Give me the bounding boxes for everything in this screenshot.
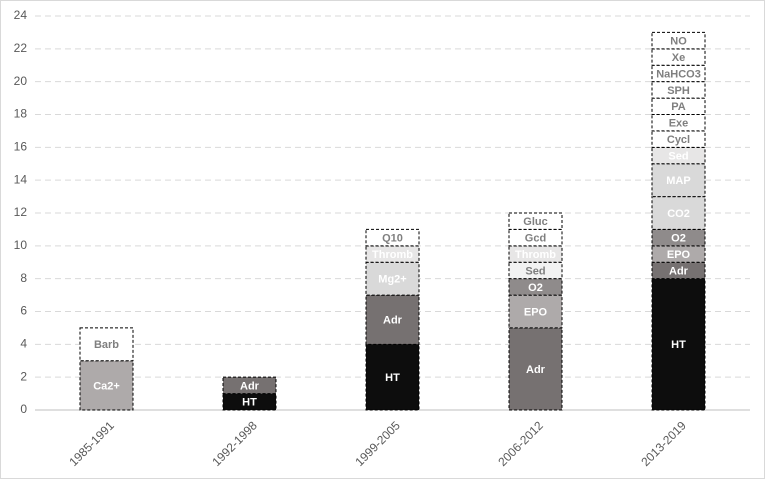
segment-label: MAP [666, 175, 690, 187]
bar-segment [222, 376, 277, 395]
y-tick-label: 6 [20, 304, 27, 318]
y-tick-label: 4 [20, 337, 27, 351]
y-tick-label: 0 [20, 402, 27, 416]
segment-label: Thromb [515, 249, 556, 261]
segment-label: O2 [671, 233, 686, 245]
segment-label: NO [670, 36, 687, 48]
segment-label: Adr [240, 380, 260, 392]
y-tick-label: 24 [14, 8, 28, 22]
y-tick-label: 8 [20, 271, 27, 285]
bar-segment [79, 360, 134, 411]
segment-label: HT [671, 339, 686, 351]
bar-segment [651, 278, 706, 411]
y-tick-label: 20 [14, 74, 28, 88]
y-tick-label: 10 [14, 238, 28, 252]
segment-label: EPO [524, 306, 548, 318]
segment-label: EPO [667, 249, 691, 261]
y-tick-label: 16 [14, 140, 28, 154]
y-tick-label: 18 [14, 107, 28, 121]
bar-segment [365, 294, 420, 345]
y-tick-label: 22 [14, 41, 28, 55]
bar-segment [651, 31, 706, 50]
segment-label: NaHCO3 [656, 68, 701, 80]
segment-label: Ca2+ [93, 380, 120, 392]
y-tick-label: 2 [20, 369, 27, 383]
bar-segment [508, 294, 563, 329]
segment-label: Exe [669, 118, 689, 130]
bar-segment [651, 163, 706, 198]
segment-label: CO2 [667, 208, 690, 220]
bar-segment [365, 343, 420, 411]
segment-label: Cycl [667, 134, 690, 146]
segment-label: Thromb [372, 249, 413, 261]
bar-segment [508, 327, 563, 411]
bar-segment [365, 228, 420, 247]
segment-label: Adr [383, 315, 403, 327]
segment-label: PA [671, 101, 686, 113]
segment-label: Adr [669, 265, 689, 277]
segment-label: Q10 [382, 233, 403, 245]
segment-label: HT [385, 372, 400, 384]
segment-label: Xe [672, 52, 685, 64]
segment-label: Sed [525, 265, 545, 277]
segment-label: O2 [528, 282, 543, 294]
segment-label: SPH [667, 85, 690, 97]
y-tick-label: 14 [14, 172, 28, 186]
segment-label: Adr [526, 364, 546, 376]
segment-label: Gluc [523, 216, 547, 228]
bar-segment [365, 261, 420, 296]
segment-label: HT [242, 397, 257, 409]
segment-label: Gcd [525, 233, 546, 245]
bar-segment [508, 212, 563, 230]
segment-label: Barb [94, 339, 119, 351]
segment-label: Mg2+ [378, 274, 406, 286]
y-tick-label: 12 [14, 205, 28, 219]
bar-segment [79, 327, 134, 362]
segment-label: Sed [668, 150, 688, 162]
